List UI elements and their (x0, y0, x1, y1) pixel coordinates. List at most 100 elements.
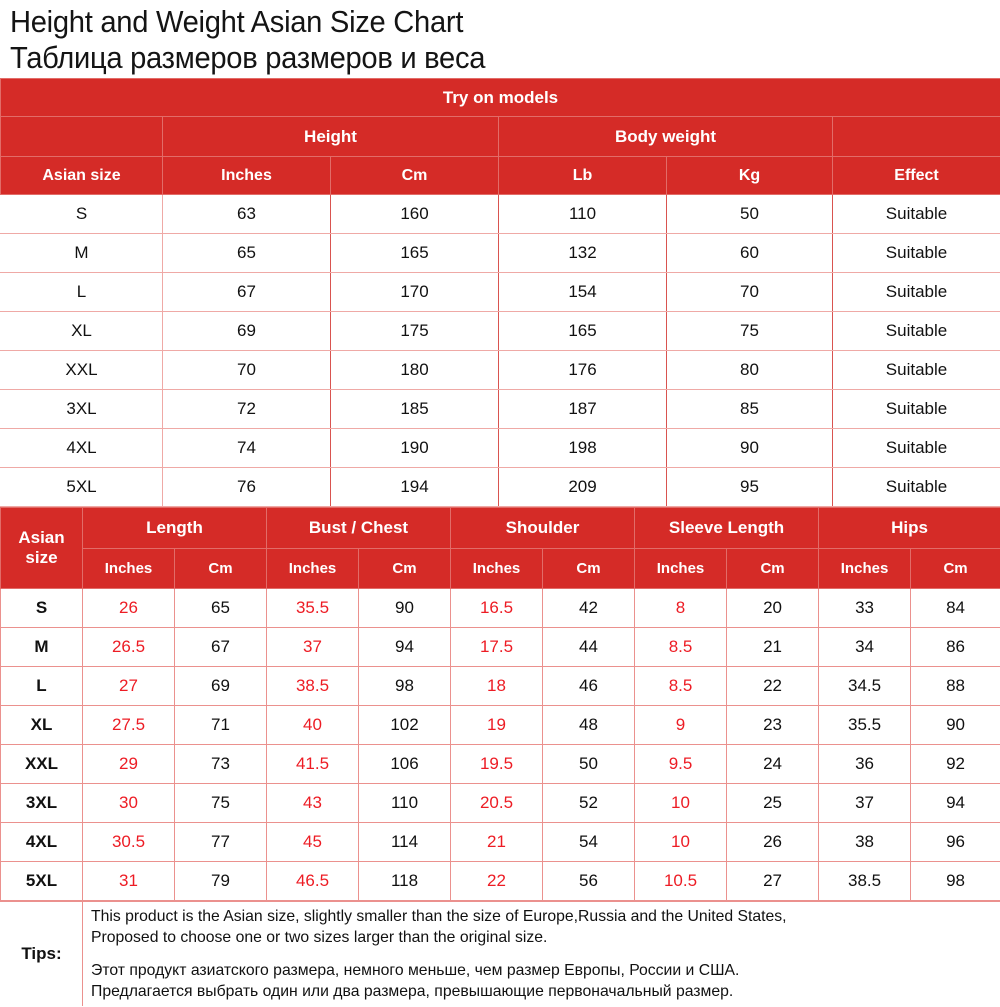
try-on-models-table: Try on models Height Body weight Asian s… (0, 78, 1000, 507)
tips-spacer (91, 948, 994, 960)
measure-group-header-row: Asian size Length Bust / Chest Shoulder … (1, 508, 1000, 549)
cell-bust-inches: 35.5 (267, 589, 359, 628)
cell-weight-lb: 165 (499, 312, 667, 351)
cell-hips-inches: 37 (819, 784, 911, 823)
cell-height-cm: 170 (331, 273, 499, 312)
table-row: XL 27.5 71 40 102 19 48 9 23 35.5 90 (1, 706, 1000, 745)
cell-effect: Suitable (833, 273, 1000, 312)
table-row: M 26.5 67 37 94 17.5 44 8.5 21 34 86 (1, 628, 1000, 667)
cell-weight-kg: 80 (667, 351, 833, 390)
cell-shoulder-inches: 21 (451, 823, 543, 862)
cell-shoulder-inches: 16.5 (451, 589, 543, 628)
cell-weight-kg: 85 (667, 390, 833, 429)
cell-shoulder-cm: 44 (543, 628, 635, 667)
cell-size: 4XL (1, 823, 83, 862)
measurements-table: Asian size Length Bust / Chest Shoulder … (0, 507, 1000, 901)
cell-shoulder-cm: 52 (543, 784, 635, 823)
tips-english-line-2: Proposed to choose one or two sizes larg… (91, 927, 980, 948)
cell-weight-lb: 110 (499, 195, 667, 234)
cell-size: M (1, 628, 83, 667)
cell-height-inches: 72 (163, 390, 331, 429)
cell-size: XL (1, 706, 83, 745)
cell-bust-inches: 40 (267, 706, 359, 745)
cell-height-inches: 74 (163, 429, 331, 468)
cell-sleeve-cm: 25 (727, 784, 819, 823)
cell-weight-lb: 187 (499, 390, 667, 429)
table-row: 5XL 31 79 46.5 118 22 56 10.5 27 38.5 98 (1, 862, 1000, 901)
column-header-height-inches: Inches (163, 157, 331, 195)
cell-sleeve-cm: 21 (727, 628, 819, 667)
cell-length-cm: 67 (175, 628, 267, 667)
page-title-english: Height and Weight Asian Size Chart (10, 4, 941, 40)
cell-shoulder-inches: 19.5 (451, 745, 543, 784)
cell-weight-lb: 154 (499, 273, 667, 312)
cell-height-inches: 67 (163, 273, 331, 312)
cell-weight-lb: 176 (499, 351, 667, 390)
cell-sleeve-inches: 9 (635, 706, 727, 745)
cell-shoulder-inches: 19 (451, 706, 543, 745)
cell-bust-inches: 46.5 (267, 862, 359, 901)
cell-shoulder-inches: 18 (451, 667, 543, 706)
cell-weight-lb: 198 (499, 429, 667, 468)
table-row: XXL 70 180 176 80 Suitable (1, 351, 1000, 390)
cell-length-cm: 73 (175, 745, 267, 784)
cell-bust-cm: 106 (359, 745, 451, 784)
cell-sleeve-cm: 22 (727, 667, 819, 706)
cell-hips-inches: 36 (819, 745, 911, 784)
cell-length-inches: 26 (83, 589, 175, 628)
cell-length-cm: 75 (175, 784, 267, 823)
cell-hips-inches: 38.5 (819, 862, 911, 901)
cell-hips-cm: 84 (911, 589, 1000, 628)
column-header-effect: Effect (833, 157, 1000, 195)
chart-titles: Height and Weight Asian Size Chart Табли… (0, 0, 1000, 78)
cell-size: S (1, 195, 163, 234)
column-header-weight-kg: Kg (667, 157, 833, 195)
cell-hips-cm: 98 (911, 862, 1000, 901)
cell-height-cm: 165 (331, 234, 499, 273)
cell-sleeve-cm: 23 (727, 706, 819, 745)
cell-effect: Suitable (833, 468, 1000, 507)
cell-effect: Suitable (833, 195, 1000, 234)
group-header-effect-blank (833, 117, 1000, 157)
cell-length-cm: 65 (175, 589, 267, 628)
cell-hips-cm: 94 (911, 784, 1000, 823)
models-column-header-row: Asian size Inches Cm Lb Kg Effect (1, 157, 1000, 195)
table-row: L 67 170 154 70 Suitable (1, 273, 1000, 312)
cell-hips-cm: 88 (911, 667, 1000, 706)
cell-length-inches: 30 (83, 784, 175, 823)
table-row: L 27 69 38.5 98 18 46 8.5 22 34.5 88 (1, 667, 1000, 706)
cell-sleeve-cm: 27 (727, 862, 819, 901)
cell-height-inches: 69 (163, 312, 331, 351)
cell-size: 5XL (1, 862, 83, 901)
table-row: 5XL 76 194 209 95 Suitable (1, 468, 1000, 507)
sub-header-length-inches: Inches (83, 549, 175, 589)
sub-header-bust-cm: Cm (359, 549, 451, 589)
cell-sleeve-cm: 24 (727, 745, 819, 784)
cell-sleeve-inches: 10.5 (635, 862, 727, 901)
table-row: 4XL 30.5 77 45 114 21 54 10 26 38 96 (1, 823, 1000, 862)
cell-bust-inches: 38.5 (267, 667, 359, 706)
group-header-body-weight: Body weight (499, 117, 833, 157)
tips-content: This product is the Asian size, slightly… (83, 902, 1000, 1007)
cell-effect: Suitable (833, 351, 1000, 390)
group-header-length: Length (83, 508, 267, 549)
cell-length-inches: 30.5 (83, 823, 175, 862)
cell-shoulder-inches: 20.5 (451, 784, 543, 823)
cell-length-cm: 79 (175, 862, 267, 901)
cell-size: 3XL (1, 784, 83, 823)
cell-length-inches: 27 (83, 667, 175, 706)
cell-size: XXL (1, 351, 163, 390)
cell-length-cm: 69 (175, 667, 267, 706)
cell-bust-cm: 110 (359, 784, 451, 823)
table-row: XL 69 175 165 75 Suitable (1, 312, 1000, 351)
cell-hips-inches: 35.5 (819, 706, 911, 745)
group-header-height: Height (163, 117, 499, 157)
group-header-bust-chest: Bust / Chest (267, 508, 451, 549)
cell-bust-cm: 102 (359, 706, 451, 745)
tips-russian-line-2: Предлагается выбрать один или два размер… (91, 981, 980, 1002)
cell-length-inches: 31 (83, 862, 175, 901)
cell-length-inches: 29 (83, 745, 175, 784)
cell-length-inches: 27.5 (83, 706, 175, 745)
cell-sleeve-cm: 20 (727, 589, 819, 628)
